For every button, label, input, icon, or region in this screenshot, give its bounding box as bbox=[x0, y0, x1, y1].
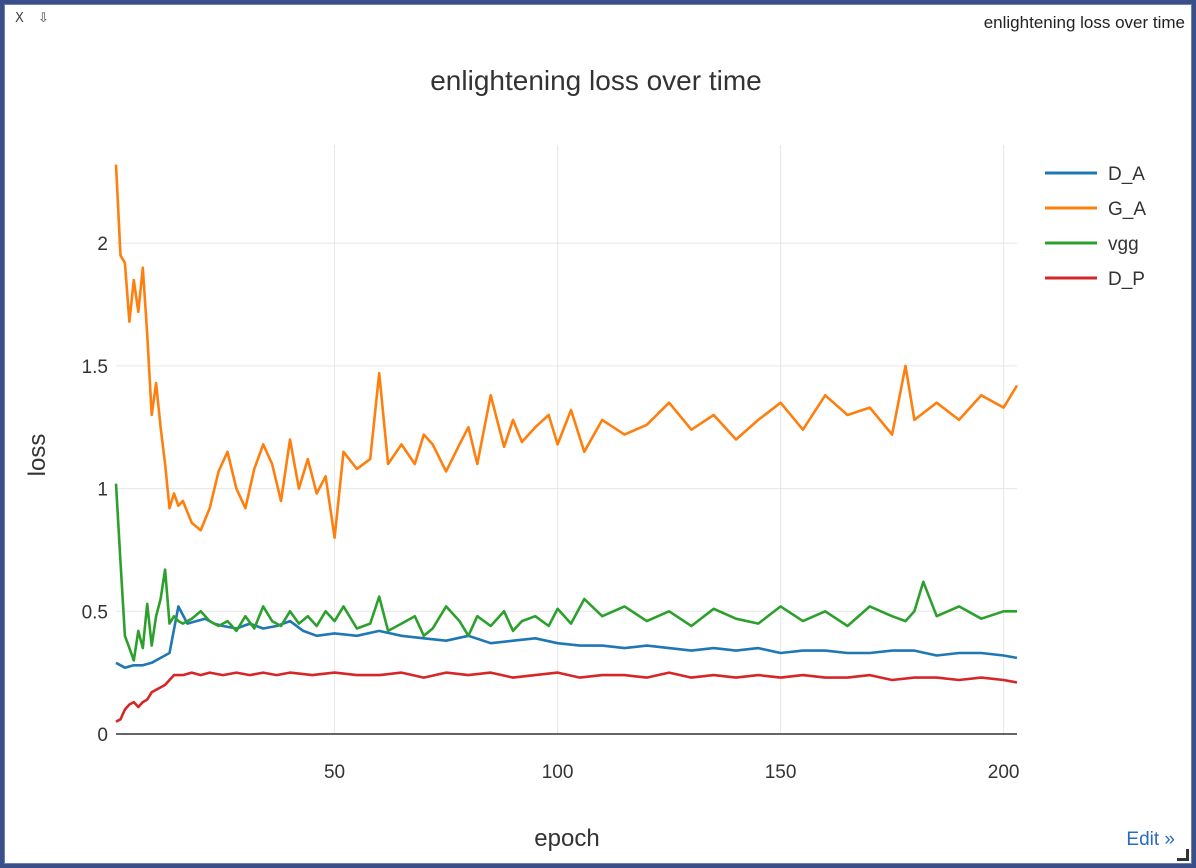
legend-item-vgg[interactable]: vgg bbox=[1045, 234, 1139, 255]
chart-title: enlightening loss over time bbox=[430, 65, 762, 96]
window-title: enlightening loss over time bbox=[983, 13, 1185, 32]
resize-handle[interactable] bbox=[1177, 849, 1189, 861]
y-tick-label: 0.5 bbox=[82, 602, 108, 623]
x-tick-label: 200 bbox=[988, 762, 1020, 783]
y-tick-label: 2 bbox=[97, 234, 108, 255]
legend-label: G_A bbox=[1108, 199, 1146, 220]
y-axis-label: loss bbox=[24, 434, 51, 477]
plot-area[interactable] bbox=[114, 164, 1019, 723]
axes: 0 0.5 1 1.5 2 50 100 150 200 bbox=[82, 234, 1020, 783]
series-line-g-a[interactable] bbox=[114, 164, 1019, 540]
legend-label: D_A bbox=[1108, 164, 1145, 185]
x-tick-label: 50 bbox=[324, 762, 345, 783]
series-line-vgg[interactable] bbox=[114, 483, 1017, 662]
legend-item-d-p[interactable]: D_P bbox=[1045, 269, 1145, 290]
line-chart: enlightening loss over time 0 0.5 1 1.5 2 50 1… bbox=[24, 65, 1146, 852]
legend-item-d-a[interactable]: D_A bbox=[1045, 164, 1145, 185]
y-tick-label: 1.5 bbox=[82, 357, 108, 378]
legend-label: vgg bbox=[1108, 234, 1139, 255]
x-tick-label: 100 bbox=[542, 762, 574, 783]
window-toolbar: X ⇩ enlightening loss over time bbox=[5, 5, 1191, 33]
legend-label: D_P bbox=[1108, 269, 1145, 290]
series-line-d-a[interactable] bbox=[115, 605, 1018, 670]
series-line-d-p[interactable] bbox=[115, 671, 1018, 723]
chart-window: X ⇩ enlightening loss over time enlighte… bbox=[4, 4, 1192, 864]
y-tick-label: 1 bbox=[97, 480, 108, 501]
download-icon[interactable]: ⇩ bbox=[38, 11, 49, 26]
x-tick-label: 150 bbox=[765, 762, 797, 783]
x-axis-label: epoch bbox=[534, 825, 599, 852]
close-icon[interactable]: X bbox=[15, 11, 24, 26]
grid-lines bbox=[116, 145, 1017, 734]
legend-item-g-a[interactable]: G_A bbox=[1045, 199, 1146, 220]
edit-link[interactable]: Edit » bbox=[1126, 829, 1175, 850]
y-tick-label: 0 bbox=[97, 725, 108, 746]
